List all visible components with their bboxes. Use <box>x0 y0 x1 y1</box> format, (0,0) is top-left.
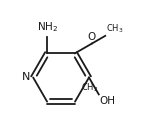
Text: OH: OH <box>99 96 115 106</box>
Text: CH$_2$: CH$_2$ <box>81 81 98 94</box>
Text: O: O <box>88 32 96 42</box>
Text: NH$_2$: NH$_2$ <box>37 20 58 34</box>
Text: N: N <box>22 72 30 82</box>
Text: CH$_3$: CH$_3$ <box>106 22 123 35</box>
